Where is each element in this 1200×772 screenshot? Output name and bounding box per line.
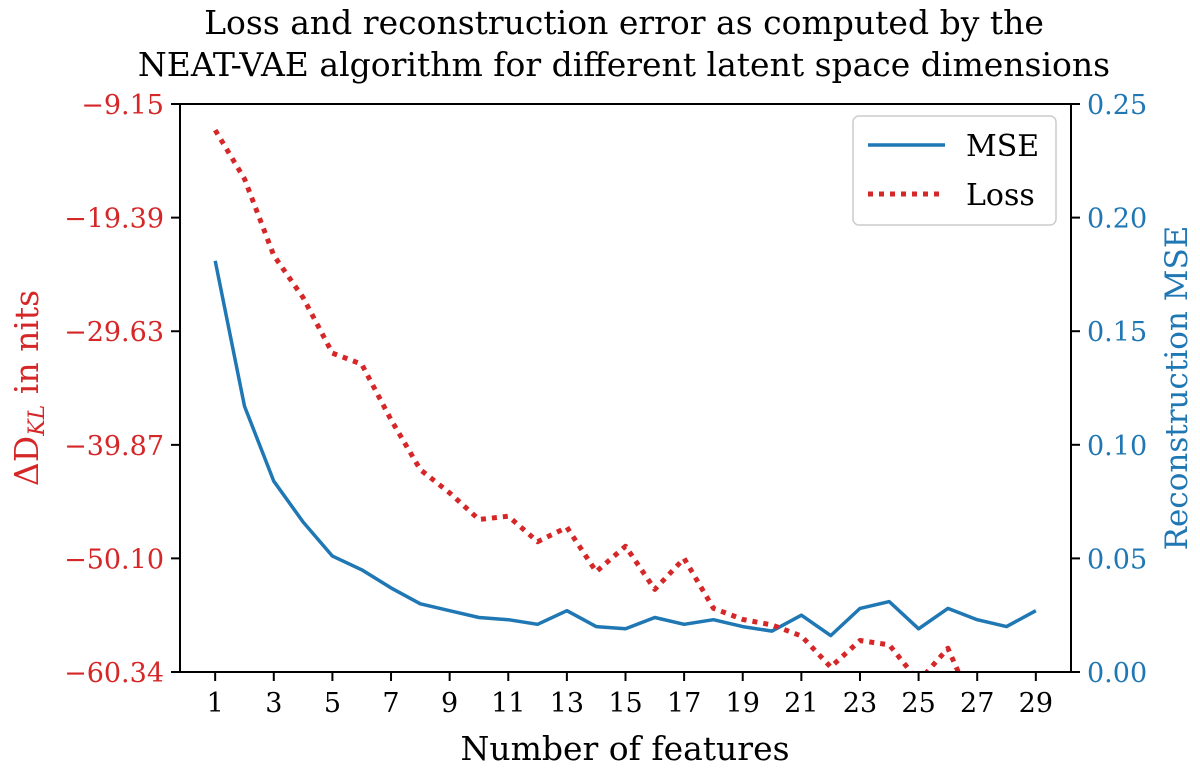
y-left-tick-label: −29.63 [64, 317, 164, 348]
legend-loss-label: Loss [966, 178, 1035, 213]
y-right-tick-label: 0.00 [1087, 658, 1147, 689]
y-left-tick-label: −60.34 [64, 658, 164, 689]
x-tick-label: 9 [441, 688, 458, 719]
x-tick-label: 17 [667, 688, 701, 719]
series-layer [213, 128, 1037, 672]
y-left-axis-label-suffix: in nits [7, 290, 46, 405]
x-axis: 1 3 5 7 9 11 13 15 17 19 21 23 25 27 29 [207, 672, 1053, 719]
y-right-axis: 0.25 0.20 0.15 0.10 0.05 0.00 [1071, 90, 1147, 689]
x-tick-label: 25 [901, 688, 935, 719]
y-left-tick-label: −50.10 [64, 544, 164, 575]
y-left-axis-label-subscript: KL [25, 405, 50, 437]
chart-title-line-2: NEAT-VAE algorithm for different latent … [138, 45, 1110, 84]
series-line-loss [213, 128, 962, 672]
x-tick-label: 21 [784, 688, 818, 719]
x-tick-label: 15 [608, 688, 642, 719]
x-tick-label: 23 [843, 688, 877, 719]
y-left-axis: −9.15 −19.39 −29.63 −39.87 −50.10 −60.34 [64, 90, 180, 689]
x-axis-label: Number of features [460, 729, 789, 768]
y-right-axis-label: Reconstruction MSE [1159, 226, 1195, 551]
x-tick-label: 29 [1019, 688, 1053, 719]
legend: MSE Loss [852, 115, 1057, 226]
y-right-tick-label: 0.10 [1087, 431, 1147, 462]
x-tick-label: 11 [491, 688, 525, 719]
y-right-tick-label: 0.25 [1087, 90, 1147, 121]
y-right-tick-label: 0.15 [1087, 317, 1147, 348]
x-tick-label: 5 [324, 688, 341, 719]
legend-mse-label: MSE [966, 129, 1039, 164]
y-left-axis-label-main: ΔD [7, 436, 46, 486]
x-tick-label: 13 [550, 688, 584, 719]
x-tick-label: 19 [726, 688, 760, 719]
x-tick-label: 3 [265, 688, 282, 719]
series-line-mse [213, 260, 1037, 638]
y-left-tick-label: −9.15 [81, 90, 164, 121]
y-left-tick-label: −39.87 [64, 431, 164, 462]
y-right-tick-label: 0.05 [1087, 544, 1147, 575]
x-tick-label: 1 [207, 688, 224, 719]
x-tick-label: 7 [382, 688, 399, 719]
y-left-axis-label: ΔDKL in nits [7, 290, 50, 486]
chart-title-line-1: Loss and reconstruction error as compute… [204, 3, 1044, 42]
y-left-tick-label: −19.39 [64, 204, 164, 235]
chart-title: Loss and reconstruction error as compute… [138, 3, 1110, 84]
x-tick-label: 27 [960, 688, 994, 719]
y-right-tick-label: 0.20 [1087, 204, 1147, 235]
